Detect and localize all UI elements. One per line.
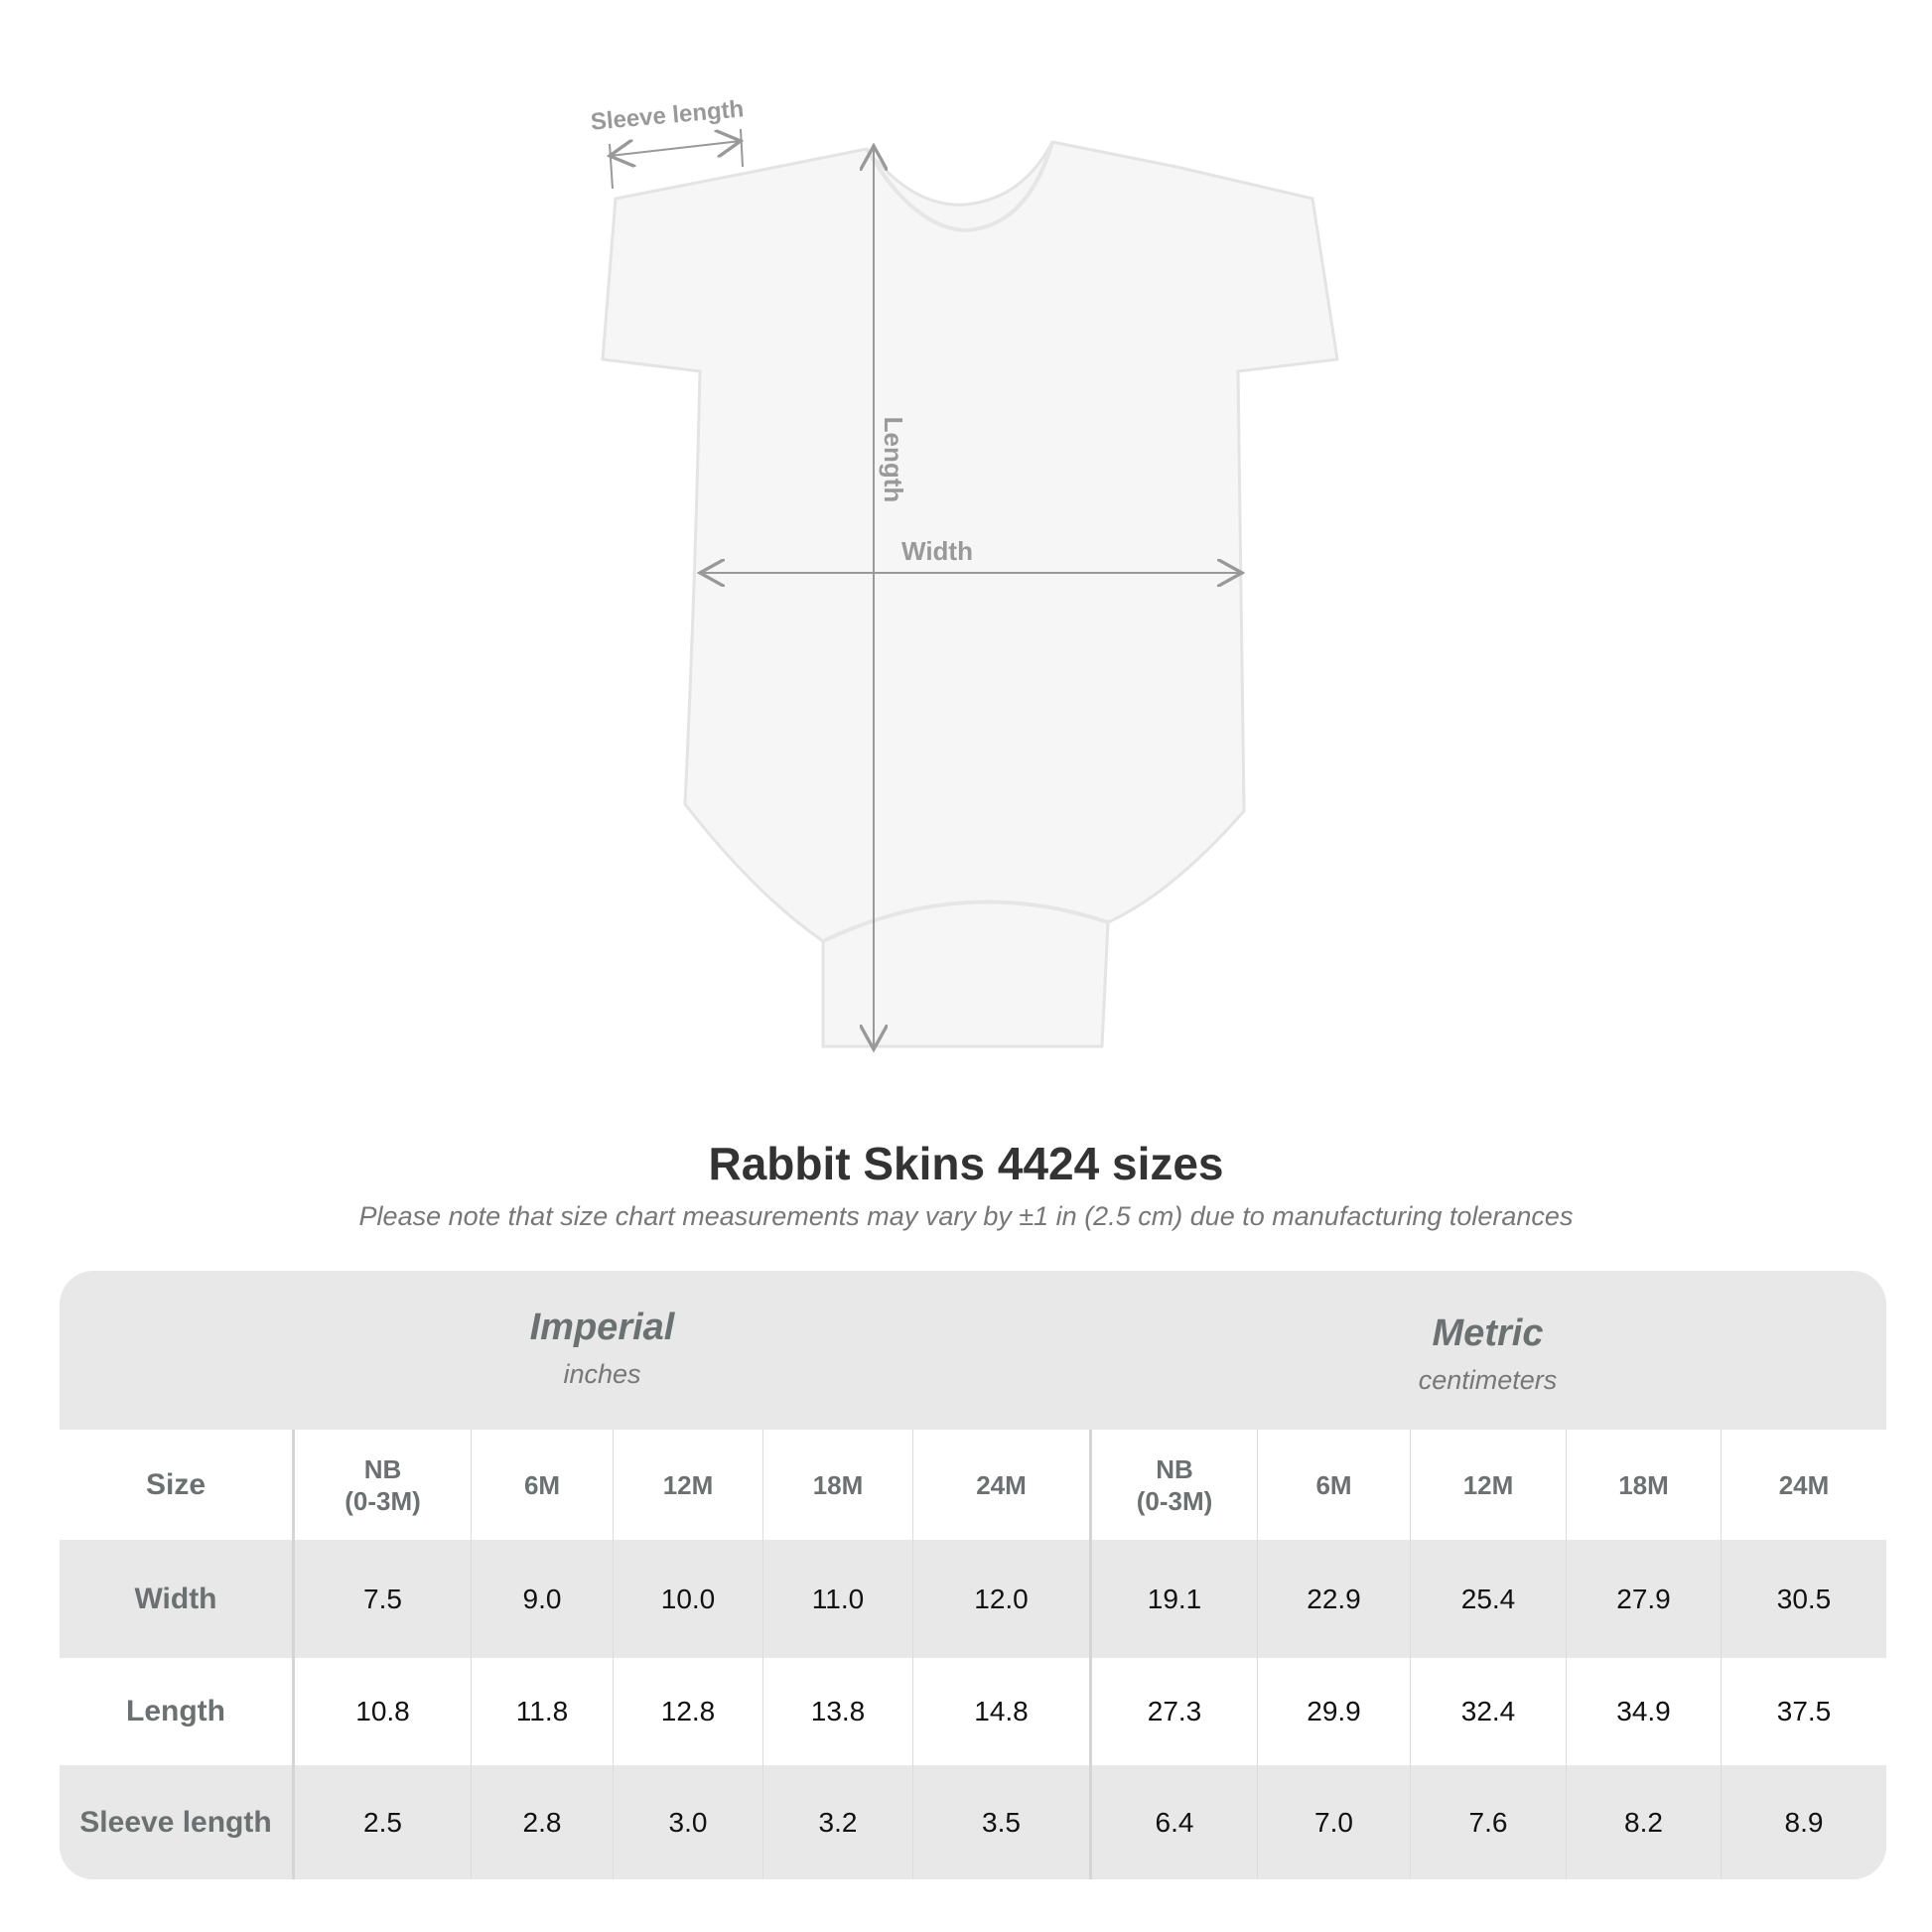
- imperial-value: 13.8: [762, 1658, 912, 1765]
- metric-value: 22.9: [1257, 1540, 1410, 1658]
- tolerance-note: Please note that size chart measurements…: [358, 1201, 1574, 1231]
- metric-size-1: 6M: [1257, 1430, 1410, 1540]
- metric-value: 7.6: [1410, 1765, 1566, 1879]
- metric-size-4: 24M: [1721, 1430, 1886, 1540]
- metric-value: 6.4: [1089, 1765, 1257, 1879]
- size-table: Imperial inches Metric centimeters Size N…: [60, 1271, 1886, 1879]
- size-header-row: Size NB (0-3M) 6M 12M 18M 24M NB (0-3M) 6M 12M 18…: [60, 1430, 1886, 1540]
- metric-value: 25.4: [1410, 1540, 1566, 1658]
- metric-value: 27.9: [1566, 1540, 1721, 1658]
- imperial-value: 3.2: [762, 1765, 912, 1879]
- metric-header: Metric centimeters: [1418, 1312, 1558, 1395]
- imperial-size-3: 18M: [762, 1430, 912, 1540]
- imperial-size-4: 24M: [912, 1430, 1089, 1540]
- metric-value: 7.0: [1257, 1765, 1410, 1879]
- imperial-value: 3.5: [912, 1765, 1089, 1879]
- metric-value: 37.5: [1721, 1658, 1886, 1765]
- metric-value: 8.9: [1721, 1765, 1886, 1879]
- imperial-header: Imperial inches: [529, 1307, 675, 1389]
- metric-value: 29.9: [1257, 1658, 1410, 1765]
- imperial-value: 9.0: [471, 1540, 613, 1658]
- imperial-value: 12.8: [613, 1658, 762, 1765]
- imperial-value: 3.0: [613, 1765, 762, 1879]
- size-label: Size: [145, 1467, 207, 1501]
- imperial-value: 11.8: [471, 1658, 613, 1765]
- row-label: Sleeve length: [79, 1805, 272, 1839]
- neck-band: [865, 141, 1054, 233]
- snap-flap: [822, 899, 1109, 943]
- imperial-value: 14.8: [912, 1658, 1089, 1765]
- sleeve-arrow: [610, 141, 741, 156]
- table-row: Sleeve length 2.5 2.8 3.0 3.2 3.5 6.4 7.0 7.6 8.2…: [60, 1765, 1886, 1879]
- bodysuit-shape: [601, 140, 1339, 1048]
- row-label: Width: [134, 1582, 217, 1615]
- table-row: Width 7.5 9.0 10.0 11.0 12.0 19.1 22.9 25.4 27.9 3…: [60, 1540, 1886, 1658]
- imperial-value: 10.8: [292, 1658, 471, 1765]
- metric-size-3: 18M: [1566, 1430, 1721, 1540]
- metric-value: 34.9: [1566, 1658, 1721, 1765]
- imperial-value: 10.0: [613, 1540, 762, 1658]
- table-row: Length 10.8 11.8 12.8 13.8 14.8 27.3 29.9 32.4 34…: [60, 1658, 1886, 1765]
- metric-value: 19.1: [1089, 1540, 1257, 1658]
- imperial-value: 11.0: [762, 1540, 912, 1658]
- page-title: Rabbit Skins 4424 sizes: [708, 1138, 1224, 1189]
- metric-size-2: 12M: [1410, 1430, 1566, 1540]
- sleeve-length-label: Sleeve length: [590, 95, 745, 135]
- metric-value: 32.4: [1410, 1658, 1566, 1765]
- metric-value: 8.2: [1566, 1765, 1721, 1879]
- imperial-value: 7.5: [292, 1540, 471, 1658]
- bodysuit-diagram: Sleeve length Length Width: [590, 95, 1339, 1092]
- imperial-size-2: 12M: [613, 1430, 762, 1540]
- metric-value: 27.3: [1089, 1658, 1257, 1765]
- metric-value: 30.5: [1721, 1540, 1886, 1658]
- imperial-size-1: 6M: [471, 1430, 613, 1540]
- imperial-value: 12.0: [912, 1540, 1089, 1658]
- width-label: Width: [901, 536, 973, 566]
- imperial-size-0: NB (0-3M): [292, 1430, 471, 1540]
- row-label: Length: [126, 1695, 225, 1727]
- imperial-value: 2.8: [471, 1765, 613, 1879]
- imperial-value: 2.5: [292, 1765, 471, 1879]
- metric-size-0: NB (0-3M): [1089, 1430, 1257, 1540]
- length-label: Length: [879, 417, 908, 503]
